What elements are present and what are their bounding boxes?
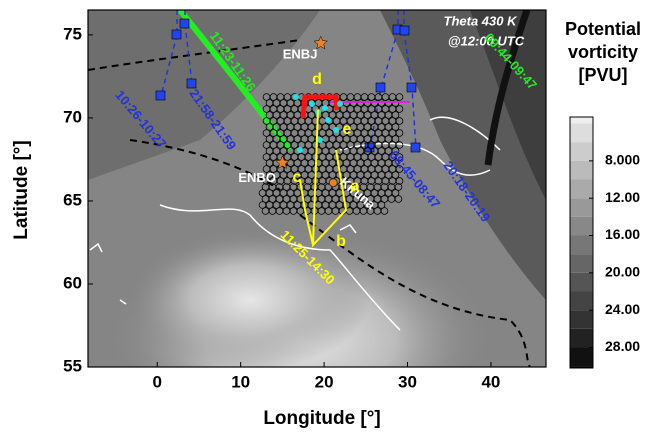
site-marker <box>328 178 338 188</box>
point-marker <box>391 189 400 197</box>
x-tick-label: 20 <box>315 372 334 391</box>
site-label: ENBO <box>238 170 276 185</box>
y-tick-label: 70 <box>63 107 82 126</box>
x-tick-label: 0 <box>153 372 162 391</box>
point-marker <box>395 93 404 101</box>
colorbar-band <box>570 142 593 161</box>
colorbar-band <box>570 272 593 292</box>
point-marker <box>395 105 404 113</box>
measurement-points <box>258 93 404 215</box>
colorbar-label: Potential <box>565 19 641 39</box>
colorbar-frame <box>569 116 594 369</box>
y-tick-label: 60 <box>63 273 82 292</box>
map-background <box>88 10 546 367</box>
colorbar-band <box>570 254 593 273</box>
colorbar-band <box>570 347 593 367</box>
colorbar-band <box>570 179 593 199</box>
point-marker <box>395 153 404 161</box>
x-axis-label: Longitude [°] <box>263 408 380 429</box>
annotation: e <box>343 121 352 138</box>
colorbar-label: vorticity <box>568 42 638 62</box>
colorbar-label: [PVU] <box>579 65 628 85</box>
colorbar-band <box>570 366 593 368</box>
colorbar-band <box>570 160 593 180</box>
colorbar-band <box>570 235 593 255</box>
point-marker <box>391 135 400 143</box>
colorbar-band <box>570 198 593 217</box>
colorbar-band <box>570 216 593 236</box>
point-marker <box>377 201 386 209</box>
point-marker <box>380 207 389 215</box>
x-tick-label: 30 <box>398 372 417 391</box>
chart-subtitle: @12:00 UTC <box>448 33 525 48</box>
point-marker <box>391 159 400 167</box>
point-marker <box>391 147 400 155</box>
plot-frame <box>87 9 547 368</box>
point-marker <box>395 165 404 173</box>
colorbar-band <box>570 291 593 311</box>
x-tick-label: 10 <box>231 372 250 391</box>
colorbar-band <box>570 310 593 329</box>
annotation: b <box>336 233 346 250</box>
annotation: d <box>312 71 322 88</box>
site-marker <box>275 155 290 169</box>
annotation: c <box>293 169 302 186</box>
y-tick-label: 65 <box>63 190 82 209</box>
point-marker <box>395 129 404 137</box>
colorbar-tick-label: 28.00 <box>605 338 640 354</box>
colorbar-band <box>570 123 593 143</box>
point-marker <box>391 171 400 179</box>
colorbar-tick-label: 12.00 <box>605 189 640 205</box>
y-tick-label: 55 <box>63 356 82 375</box>
point-marker <box>391 123 400 131</box>
x-tick-label: 40 <box>481 372 500 391</box>
colorbar-tick-label: 16.00 <box>605 226 640 242</box>
site-label: ENBJ <box>283 47 318 62</box>
colorbar-tick-label: 20.00 <box>605 264 640 280</box>
point-marker <box>391 111 400 119</box>
colorbar-tick-label: 8.000 <box>605 152 640 168</box>
point-marker <box>395 117 404 125</box>
point-marker <box>394 183 403 191</box>
annotation: a <box>351 178 360 195</box>
point-marker <box>394 195 403 203</box>
site-marker <box>313 35 329 50</box>
colorbar-band <box>570 328 593 348</box>
chart-title: Theta 430 K <box>444 13 519 28</box>
y-tick-label: 75 <box>63 24 82 43</box>
colorbar-band <box>570 117 593 124</box>
point-marker <box>395 141 404 149</box>
point-marker <box>395 177 404 185</box>
colorbar-tick-label: 24.00 <box>605 301 640 317</box>
y-axis-label: Latitude [°] <box>11 140 32 239</box>
